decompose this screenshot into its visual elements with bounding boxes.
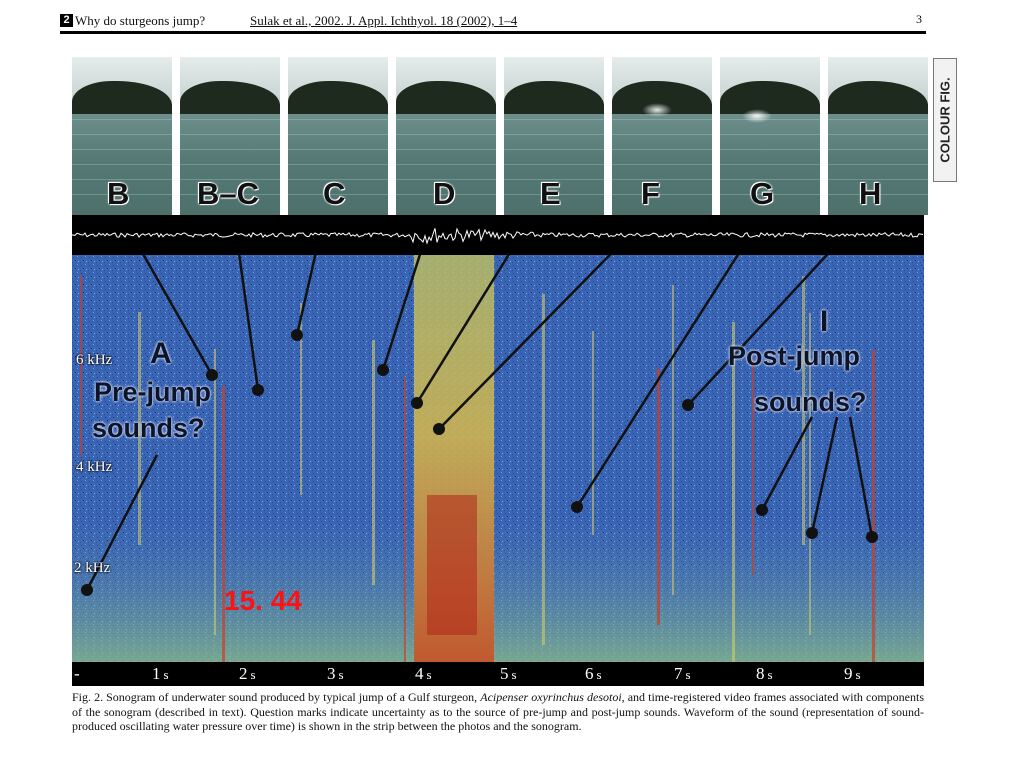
time-tick-unit: s (163, 667, 169, 682)
freq-label-6khz: 6 kHz (76, 352, 113, 368)
video-frame (72, 57, 172, 215)
waveform-graphic (72, 227, 924, 245)
time-tick-value: 5 (500, 664, 509, 683)
time-tick-unit: s (511, 667, 517, 682)
time-tick-unit: s (596, 667, 602, 682)
pre-jump-line2: sounds? (92, 413, 205, 443)
label-a: A (150, 337, 172, 370)
frame-letter-2: B–C (197, 176, 260, 211)
time-tick-value: 8 (756, 664, 765, 683)
running-head: Why do sturgeons jump? (75, 13, 206, 28)
time-tick-value: 3 (327, 664, 336, 683)
sonogram: A Pre-jump sounds? I Post-jump sounds? 6… (72, 216, 924, 725)
video-frame (720, 57, 820, 215)
freq-label-4khz: 4 kHz (76, 459, 113, 475)
caption-text-1: Fig. 2. Sonogram of underwater sound pro… (72, 690, 481, 704)
waveform-strip (72, 215, 924, 255)
citation: Sulak et al., 2002. J. Appl. Ichthyol. 1… (250, 13, 518, 28)
frame-letter-3: C (323, 176, 346, 211)
frame-letter-5: E (540, 176, 561, 211)
colour-fig-label: COLOUR FIG. (937, 77, 953, 163)
colour-fig-tab: COLOUR FIG. (933, 58, 957, 182)
header-rule (60, 31, 926, 34)
splash (642, 103, 672, 117)
time-tick-unit: s (685, 667, 691, 682)
time-tick-value: 1 (152, 664, 161, 683)
video-frame (504, 57, 604, 215)
time-tick-unit: s (767, 667, 773, 682)
page-header: 2 Why do sturgeons jump? Sulak et al., 2… (60, 12, 926, 34)
time-tick-value: 7 (674, 664, 683, 683)
video-frame (288, 57, 388, 215)
frame-letter-1: B (107, 176, 130, 211)
freq-label-2khz: 2 kHz (74, 560, 111, 576)
time-tick-unit: s (338, 667, 344, 682)
post-jump-line2: sounds? (754, 387, 867, 417)
time-stamp: 15. 44 (224, 585, 302, 616)
sonogram-graphic (72, 216, 924, 725)
post-jump-line1: Post-jump (728, 341, 860, 371)
time-tick-unit: s (250, 667, 256, 682)
time-tick-unit: s (426, 667, 432, 682)
video-frame (828, 57, 928, 215)
frame-letter-8: H (859, 176, 882, 211)
pre-jump-line1: Pre-jump (94, 377, 212, 407)
frame-letter-7: G (750, 176, 775, 211)
time-tick-value: 9 (844, 664, 853, 683)
frame-letter-6: F (641, 176, 660, 211)
figure-caption: Fig. 2. Sonogram of underwater sound pro… (72, 690, 924, 734)
time-tick-unit: s (855, 667, 861, 682)
splash (742, 109, 772, 123)
label-i: I (820, 305, 829, 338)
caption-text-2: , and time-registered video frames assoc… (72, 690, 924, 733)
frame-letter-4: D (433, 176, 456, 211)
page-number-right: 3 (916, 12, 922, 26)
video-frames (72, 57, 928, 215)
axis-start-marker: - (74, 664, 80, 683)
video-frame (396, 57, 496, 215)
time-tick-value: 6 (585, 664, 594, 683)
page-number: 2 (60, 14, 73, 27)
caption-species: Acipenser oxyrinchus desotoi (480, 690, 622, 704)
video-frame (180, 57, 280, 215)
video-frame (612, 57, 712, 215)
time-tick-value: 2 (239, 664, 248, 683)
time-tick-value: 4 (415, 664, 424, 683)
